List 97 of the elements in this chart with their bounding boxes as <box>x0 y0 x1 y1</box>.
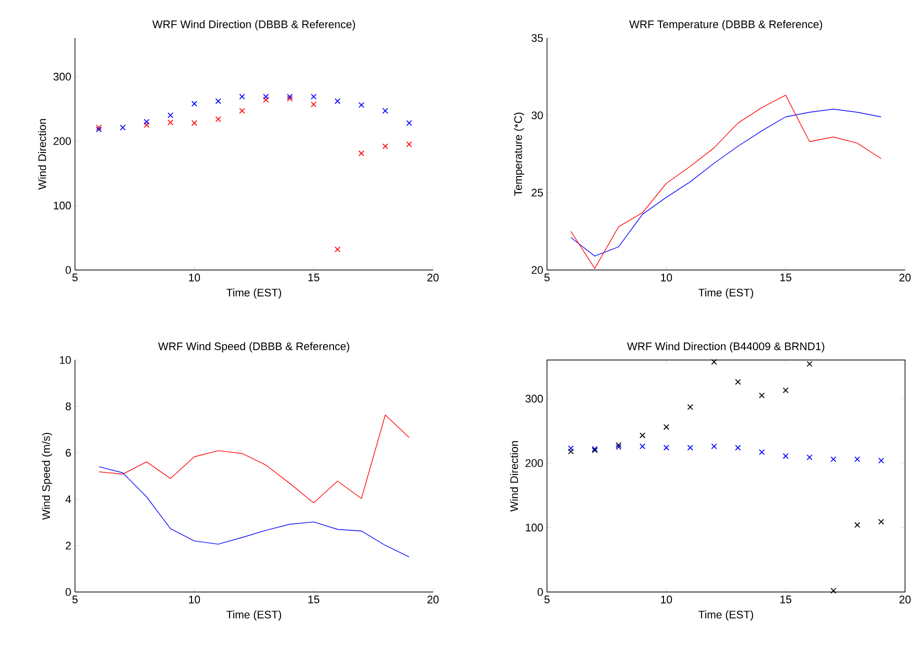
point <box>878 458 884 464</box>
point <box>806 360 812 367</box>
point <box>640 432 646 438</box>
x-tick-label: 5 <box>544 596 550 604</box>
x-tick-label: 20 <box>899 596 911 604</box>
x-axis-title: Time (EST) <box>698 610 754 621</box>
point <box>830 456 836 462</box>
y-tick-label: 0 <box>66 266 71 274</box>
point <box>711 359 717 365</box>
point <box>758 449 765 456</box>
point <box>334 98 340 104</box>
point <box>406 120 412 126</box>
x-axis-title: Time (EST) <box>698 288 754 299</box>
point <box>263 94 269 100</box>
y-tick-label: 0 <box>538 588 543 596</box>
point <box>191 100 198 107</box>
x-tick-label: 5 <box>72 274 78 282</box>
y-tick-label: 300 <box>53 72 71 81</box>
point <box>382 143 388 150</box>
x-tick-label: 15 <box>780 274 792 282</box>
point <box>358 150 364 156</box>
point <box>854 456 860 462</box>
y-tick-label: 100 <box>526 524 543 532</box>
point <box>120 124 126 130</box>
point <box>144 122 150 128</box>
y-tick-label: 8 <box>66 402 71 410</box>
x-tick-label: 10 <box>661 596 672 604</box>
chart-title: WRF Wind Speed (DBBB & Reference) <box>158 342 350 352</box>
point <box>358 102 364 108</box>
point <box>758 392 765 398</box>
point <box>191 120 198 126</box>
y-tick-label: 300 <box>525 394 543 403</box>
point <box>687 404 694 410</box>
point <box>215 116 222 122</box>
chart-title: WRF Temperature (DBBB & Reference) <box>629 20 822 30</box>
y-tick-label: 200 <box>54 137 71 145</box>
point <box>310 94 317 100</box>
point <box>663 424 670 430</box>
x-tick-label: 15 <box>308 596 320 604</box>
x-tick-label: 20 <box>427 596 439 604</box>
x-tick-label: 15 <box>308 274 320 282</box>
y-tick-label: 200 <box>526 459 543 467</box>
y-axis-title: Temperature (*C) <box>514 112 524 196</box>
point <box>239 108 245 114</box>
point <box>168 119 174 126</box>
y-axis-title: Wind Direction <box>510 441 518 512</box>
point <box>735 378 741 385</box>
point <box>878 518 884 525</box>
point <box>263 96 269 103</box>
x-tick-label: 10 <box>189 596 200 604</box>
x-tick-label: 20 <box>899 274 911 282</box>
x-tick-label: 15 <box>780 596 792 604</box>
y-tick-label: 30 <box>532 111 543 120</box>
point <box>310 101 317 108</box>
point <box>782 387 789 394</box>
point <box>782 453 789 459</box>
point <box>854 522 860 528</box>
x-tick-label: 20 <box>427 274 439 282</box>
y-tick-label: 0 <box>66 588 71 596</box>
y-axis-title: Wind Speed (m/s) <box>42 432 52 520</box>
y-tick-label: 10 <box>60 356 71 364</box>
x-tick-label: 5 <box>72 596 78 604</box>
x-axis-title: Time (EST) <box>226 288 282 299</box>
chart-title: WRF Wind Direction (B44009 & BRND1) <box>627 342 824 352</box>
x-tick-label: 5 <box>544 274 550 282</box>
point <box>568 448 574 454</box>
line-series <box>98 466 410 558</box>
line-series <box>98 414 410 504</box>
point <box>830 588 836 594</box>
point <box>711 443 717 450</box>
y-tick-label: 35 <box>532 34 543 42</box>
y-tick-label: 4 <box>65 495 71 503</box>
point <box>144 118 150 125</box>
y-tick-label: 20 <box>532 266 543 274</box>
point <box>687 444 694 451</box>
point <box>168 112 174 118</box>
line-series <box>570 94 882 269</box>
point <box>382 108 388 114</box>
point <box>568 445 574 452</box>
x-tick-label: 10 <box>189 274 200 282</box>
y-tick-label: 2 <box>66 542 71 550</box>
point <box>735 444 741 451</box>
point <box>215 98 222 104</box>
line-series <box>570 108 882 256</box>
point <box>406 141 412 148</box>
x-tick-label: 10 <box>661 274 672 282</box>
point <box>239 94 245 100</box>
point <box>640 443 646 450</box>
x-axis-title: Time (EST) <box>226 610 282 621</box>
point <box>806 454 812 460</box>
chart-title: WRF Wind Direction (DBBB & Reference) <box>152 20 355 30</box>
y-axis-title: Wind Direction <box>38 119 46 190</box>
y-tick-label: 25 <box>532 188 543 197</box>
point <box>334 246 340 252</box>
y-tick-label: 100 <box>54 202 71 210</box>
point <box>663 444 670 451</box>
y-tick-label: 6 <box>66 448 71 457</box>
